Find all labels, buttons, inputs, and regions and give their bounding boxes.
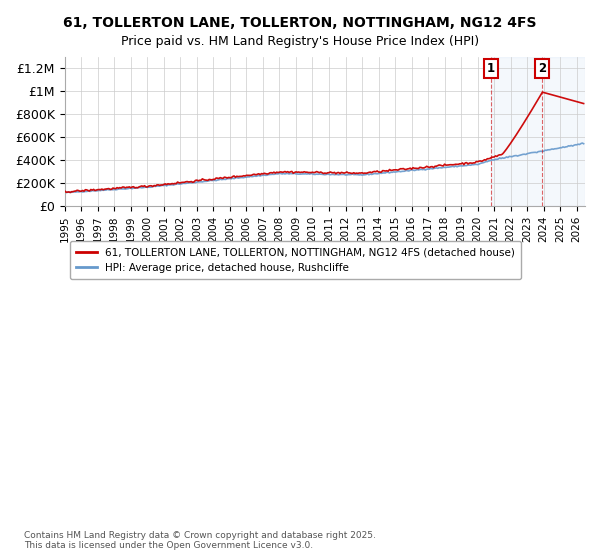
Legend: 61, TOLLERTON LANE, TOLLERTON, NOTTINGHAM, NG12 4FS (detached house), HPI: Avera: 61, TOLLERTON LANE, TOLLERTON, NOTTINGHA… (70, 241, 521, 279)
Text: 6% ↑ HPI: 6% ↑ HPI (377, 251, 436, 264)
Text: 2: 2 (76, 262, 85, 276)
Text: 26-OCT-2020: 26-OCT-2020 (117, 251, 199, 264)
Bar (491, 57, 585, 206)
Text: 01-DEC-2023: 01-DEC-2023 (117, 262, 199, 276)
Text: 1: 1 (76, 251, 85, 264)
Text: 120% ↑ HPI: 120% ↑ HPI (377, 262, 452, 276)
Text: 1: 1 (487, 62, 495, 75)
Text: 2: 2 (538, 62, 547, 75)
Text: Price paid vs. HM Land Registry's House Price Index (HPI): Price paid vs. HM Land Registry's House … (121, 35, 479, 48)
Text: £425,000: £425,000 (273, 251, 332, 264)
Text: £993,750: £993,750 (273, 262, 332, 276)
Text: 61, TOLLERTON LANE, TOLLERTON, NOTTINGHAM, NG12 4FS: 61, TOLLERTON LANE, TOLLERTON, NOTTINGHA… (63, 16, 537, 30)
Text: Contains HM Land Registry data © Crown copyright and database right 2025.
This d: Contains HM Land Registry data © Crown c… (24, 530, 376, 550)
